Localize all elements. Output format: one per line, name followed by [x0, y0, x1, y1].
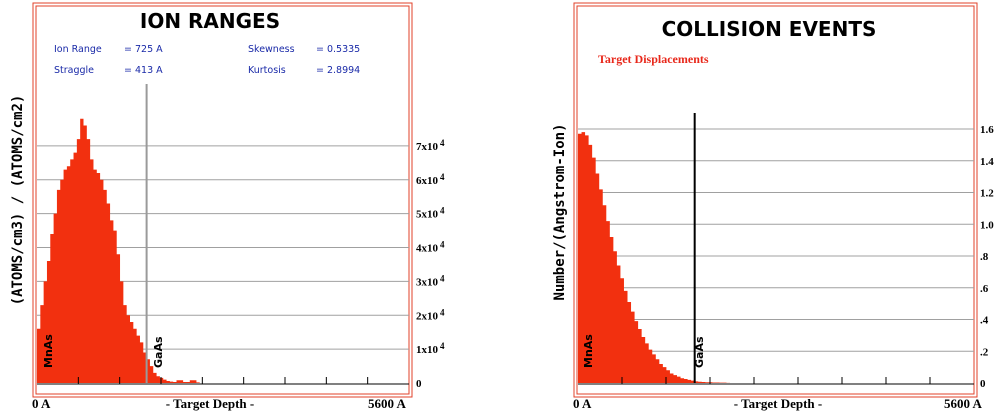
y-tick-labels: 0 1x10 4 2x10 4 3x10 4 4x10 4 5x10 4 6x10 4 7x10 4 — [416, 138, 445, 390]
chart-title: ION RANGES — [140, 9, 280, 33]
y-axis-title: (ATOMS/cm3) / (ATOMS/cm2) — [10, 95, 26, 306]
y-tick-label: .6 — [980, 283, 989, 295]
y-tick-label: 0 — [980, 378, 986, 390]
y-axis-title: Number/(Angstrom-Ion) — [552, 123, 568, 300]
chart-outer-frame — [32, 2, 413, 398]
y-tick-label: .8 — [980, 251, 989, 263]
layer-label: MnAs — [582, 334, 595, 368]
chart-outer-frame — [573, 2, 978, 398]
layer-labels: MnAs GaAs — [582, 334, 706, 368]
x-ticks — [578, 377, 974, 385]
y-tick-label: 0 — [416, 378, 422, 390]
x-max-label: 5600 A — [944, 396, 983, 411]
x-axis-title: - Target Depth - — [166, 396, 254, 411]
skewness-label: Skewness — [248, 44, 295, 55]
ion-range-label: Ion Range — [54, 44, 102, 55]
x-axis-labels: 0 A - Target Depth - 5600 A 0 A - Target… — [32, 396, 983, 411]
stats-box: Ion Range = 725 A Straggle = 413 A Skewn… — [54, 44, 360, 76]
straggle-value: = 413 A — [124, 65, 163, 76]
skewness-value: = 0.5335 — [316, 44, 360, 55]
y-tick-labels: 0 .2 .4 .6 .8 1.0 1.2 1.4 1.6 — [980, 124, 994, 390]
layer-label: GaAs — [693, 336, 706, 368]
kurtosis-value: = 2.8994 — [316, 65, 360, 76]
y-tick-label: 3x10 4 — [416, 273, 445, 288]
y-tick-label: 1.4 — [980, 156, 994, 168]
x-axis-title: - Target Depth - — [734, 396, 822, 411]
collision-events-chart: COLLISION EVENTS Target Displacements 0.… — [552, 2, 994, 398]
chart-title: COLLISION EVENTS — [662, 17, 877, 41]
y-tick-label: .4 — [980, 315, 989, 327]
x-ticks — [37, 377, 409, 385]
y-tick-label: 1x10 4 — [416, 341, 445, 356]
histogram — [578, 132, 731, 383]
layer-label: MnAs — [42, 334, 55, 368]
y-tick-label: 4x10 4 — [416, 240, 445, 255]
x-min-label: 0 A — [573, 396, 592, 411]
histogram-area — [578, 132, 731, 383]
x-max-label: 5600 A — [368, 396, 407, 411]
layer-labels: MnAs GaAs — [42, 334, 165, 368]
histogram-area — [37, 118, 200, 384]
ion-ranges-chart: ION RANGES Ion Range = 725 A Straggle = … — [10, 2, 445, 398]
y-tick-label: .2 — [980, 346, 989, 358]
y-tick-label: 7x10 4 — [416, 138, 445, 153]
chart-inner-frame — [35, 5, 410, 395]
y-tick-label: 5x10 4 — [416, 206, 445, 221]
y-tick-label: 1.0 — [980, 219, 994, 231]
gridlines — [37, 145, 409, 350]
layer-label: GaAs — [152, 336, 165, 368]
y-tick-label: 1.6 — [980, 124, 994, 136]
straggle-label: Straggle — [54, 65, 94, 76]
chart-subtitle: Target Displacements — [598, 52, 709, 66]
kurtosis-label: Kurtosis — [248, 65, 286, 76]
y-tick-label: 1.2 — [980, 188, 994, 200]
y-tick-label: 2x10 4 — [416, 307, 445, 322]
histogram — [37, 118, 200, 384]
x-min-label: 0 A — [32, 396, 51, 411]
chart-inner-frame — [576, 5, 975, 395]
ion-range-value: = 725 A — [124, 44, 163, 55]
gridlines — [578, 128, 974, 352]
y-tick-label: 6x10 4 — [416, 172, 445, 187]
